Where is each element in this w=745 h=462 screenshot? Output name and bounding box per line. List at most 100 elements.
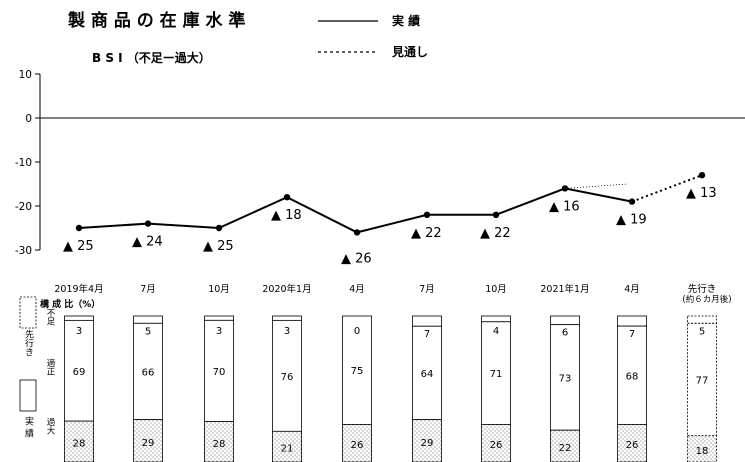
stack-title: 構 成 比（%）	[40, 298, 100, 310]
bar-adequate-label-6: 71	[490, 369, 503, 380]
legend-actual-label: 実 績	[392, 13, 420, 28]
y-tick-label-2: -10	[15, 157, 32, 169]
bar-adequate-label-5: 64	[421, 369, 434, 380]
bar-adequate-label-4: 75	[351, 366, 364, 377]
point-label-2: ▲ 25	[203, 239, 234, 254]
bar-excess-0	[64, 420, 94, 462]
bar-shortage-3	[272, 315, 302, 321]
bar-adequate-1	[133, 322, 163, 421]
stack-side-label-1: 適正	[45, 358, 55, 376]
actual-point-7	[561, 185, 569, 192]
bar-excess-label-4: 26	[351, 440, 364, 451]
actual-point-0	[75, 224, 83, 232]
y-axis: 10 0 -10 -20 -30	[15, 69, 41, 257]
bar-adequate-2	[204, 319, 234, 422]
bar-shortage-0	[64, 315, 94, 321]
bar-adequate-label-0: 69	[73, 367, 86, 378]
bar-shortage-1	[133, 315, 163, 324]
category-label-3: 2020年1月	[262, 283, 311, 295]
bar-excess-label-9: 18	[696, 446, 709, 457]
bar-shortage-label-9: 5	[699, 326, 705, 337]
actual-point-1	[144, 220, 152, 227]
bar-excess-label-7: 22	[559, 443, 572, 454]
bar-shortage-label-6: 4	[493, 326, 499, 337]
bar-adequate-5	[412, 325, 442, 421]
forecast-point	[698, 172, 706, 179]
category-label-6: 10月	[485, 284, 507, 295]
legend-forecast-box	[19, 296, 37, 329]
bar-excess-7	[550, 429, 580, 462]
bar-shortage-7	[550, 315, 580, 326]
bar-adequate-label-7: 73	[559, 373, 572, 384]
bar-excess-label-0: 28	[73, 439, 86, 450]
bar-adequate-label-9: 77	[696, 376, 709, 387]
bar-excess-6	[481, 424, 511, 462]
chart-subtitle: B S I （不足ー過大）	[92, 50, 211, 65]
previous-forecast-segment	[564, 183, 629, 189]
category-label-9: 先行き	[688, 283, 717, 295]
category-label-4: 4月	[349, 284, 365, 295]
bar-adequate-label-2: 70	[213, 367, 226, 378]
bar-adequate-7	[550, 324, 580, 431]
category-label-2: 10月	[208, 284, 230, 295]
point-label-5: ▲ 22	[411, 226, 442, 241]
bar-adequate-label-1: 66	[142, 367, 155, 378]
legend-forecast-label: 見通し	[391, 44, 428, 59]
actual-point-6	[492, 211, 500, 218]
bar-excess-label-6: 26	[490, 440, 503, 451]
category-label-8: 4月	[624, 284, 640, 295]
point-label-4: ▲ 26	[341, 251, 372, 266]
bar-excess-8	[617, 424, 647, 462]
point-label-9: ▲ 13	[686, 186, 717, 201]
bar-legend: 先行き 実 績	[19, 296, 37, 438]
bar-shortage-5	[412, 315, 442, 327]
bar-excess-9	[687, 435, 717, 462]
bar-excess-label-8: 26	[626, 440, 639, 451]
stack-side-label-2: 過大	[45, 417, 55, 436]
y-tick-label-0: 10	[19, 69, 32, 81]
point-label-1: ▲ 24	[132, 235, 163, 250]
category-label-1: 7月	[140, 284, 156, 295]
point-label-8: ▲ 19	[616, 213, 647, 228]
bar-adequate-label-3: 76	[281, 372, 294, 383]
bar-excess-4	[342, 424, 372, 462]
actual-point-4	[353, 229, 361, 236]
bar-excess-label-3: 21	[281, 444, 294, 455]
bar-excess-label-1: 29	[142, 438, 155, 449]
actual-point-8	[628, 198, 636, 205]
y-tick-label-3: -20	[15, 201, 32, 213]
actual-point-2	[215, 224, 223, 232]
forecast-note: (約６カ月後)	[682, 294, 731, 305]
line-series: ▲ 25 ▲ 24 ▲ 25 ▲ 18 ▲ 26 ▲ 22 ▲ 22 ▲ 16 ▲ 19 ▲ 13	[63, 172, 717, 266]
category-label-7: 2021年1月	[540, 283, 589, 295]
bar-shortage-label-3: 3	[284, 326, 290, 337]
bar-excess-label-2: 28	[213, 439, 226, 450]
stacked-bars: 2019年4月 7月 10月 2020年1月 4月 7月 10月 2021年1月 4月 先行き 3 6…	[54, 283, 717, 462]
point-label-6: ▲ 22	[480, 226, 511, 241]
actual-point-5	[423, 211, 431, 218]
bar-shortage-label-5: 7	[424, 329, 430, 340]
legend-actual-text: 実 績	[23, 415, 34, 438]
bar-adequate-label-8: 68	[626, 371, 639, 382]
point-label-0: ▲ 25	[63, 239, 94, 254]
bar-adequate-0	[64, 319, 94, 422]
y-tick-label-4: -30	[15, 245, 32, 257]
legend-actual-box	[19, 379, 37, 412]
bar-shortage-2	[204, 315, 234, 321]
bar-adequate-6	[481, 321, 511, 425]
point-label-7: ▲ 16	[549, 199, 580, 214]
bar-shortage-8	[617, 315, 647, 327]
bar-excess-label-5: 29	[421, 438, 434, 449]
chart-title: 製 商 品 の 在 庫 水 準	[67, 10, 245, 31]
point-label-3: ▲ 18	[271, 208, 302, 223]
bar-shortage-label-2: 3	[216, 326, 222, 337]
bar-excess-1	[133, 419, 163, 462]
bar-shortage-label-1: 5	[145, 326, 151, 337]
bar-shortage-6	[481, 315, 511, 323]
y-tick-label-1: 0	[25, 113, 32, 125]
bar-shortage-label-0: 3	[76, 326, 82, 337]
category-label-0: 2019年4月	[54, 283, 103, 295]
bar-excess-5	[412, 419, 442, 462]
